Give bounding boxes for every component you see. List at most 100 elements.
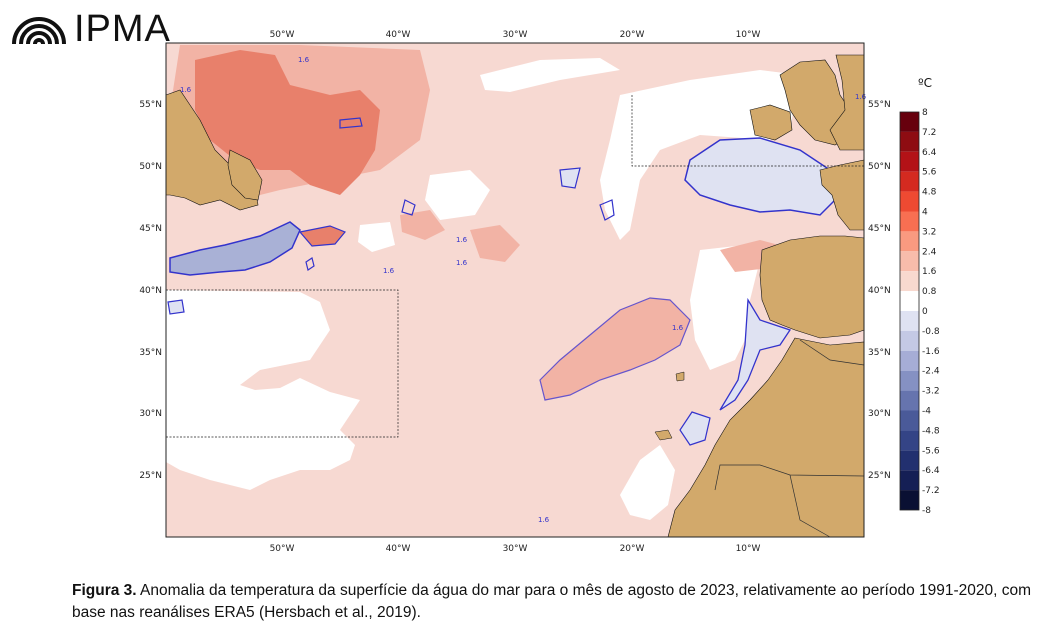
land-france	[819, 159, 865, 231]
lat-label: 45°N	[868, 224, 891, 234]
lat-label: 45°N	[139, 224, 162, 234]
colorbar-swatch	[900, 271, 919, 292]
colorbar-label: 8	[922, 108, 928, 118]
africa-border-2	[789, 474, 831, 538]
colorbar-swatch	[900, 490, 919, 510]
lon-label: 50°W	[270, 30, 295, 40]
lat-label: 25°N	[868, 471, 891, 481]
contour-labels: 1.6 1.6 1.6 1.6 1.6 1.6 1.6 1.6	[180, 56, 867, 524]
land-iberia	[759, 235, 865, 339]
colorbar-swatch	[900, 430, 919, 451]
contour-line	[339, 117, 363, 129]
contour-label: 1.6	[383, 267, 395, 275]
cool-region-bay-of-biscay	[684, 137, 841, 216]
colorbar-label: -4	[922, 407, 931, 417]
neutral-region-iberia-coast	[690, 245, 760, 370]
lon-label: 50°W	[270, 544, 295, 554]
colorbar-swatch	[900, 390, 919, 411]
lat-label: 35°N	[139, 348, 162, 358]
lat-label: 50°N	[868, 162, 891, 172]
colorbar-label: -3.2	[922, 387, 940, 397]
colorbar-label: 0.8	[922, 287, 937, 297]
contour-label: 1.6	[456, 236, 468, 244]
colorbar-swatch	[900, 350, 919, 371]
figure-caption: Figura 3. Anomalia da temperatura da sup…	[72, 580, 1032, 624]
contour-line	[401, 199, 416, 216]
colorbar-swatch	[900, 251, 919, 272]
caption-text: Anomalia da temperatura da superfície da…	[72, 582, 1032, 621]
land-ireland	[749, 104, 793, 141]
colorbar-swatch	[900, 330, 919, 351]
colorbar-label: 3.2	[922, 227, 936, 237]
cool-region-canary-coast	[719, 297, 792, 411]
ipma-arcs-icon	[12, 17, 66, 45]
colorbar-swatch	[900, 131, 919, 152]
lon-label: 30°W	[503, 30, 528, 40]
colorbar-label: 0	[922, 307, 928, 317]
lon-label: 40°W	[386, 544, 411, 554]
land-madeira	[675, 371, 685, 382]
lon-label: 10°W	[736, 30, 761, 40]
lat-label: 55°N	[139, 100, 162, 110]
lat-label: 40°N	[868, 286, 891, 296]
logo-text: IPMA	[74, 8, 171, 50]
warm-region-medium-south	[539, 297, 691, 401]
colorbar-label: -7.2	[922, 486, 940, 496]
map-frame	[165, 42, 865, 538]
colorbar-label: -1.6	[922, 347, 940, 357]
zone-border-northeast	[631, 95, 864, 167]
cool-region-newfoundland	[169, 221, 301, 276]
lon-label: 10°W	[736, 544, 761, 554]
lat-labels-right: 55°N 50°N 45°N 40°N 35°N 30°N 25°N	[868, 100, 891, 481]
warm-region-strong-newfoundland	[298, 225, 346, 247]
lat-labels-left: 55°N 50°N 45°N 40°N 35°N 30°N 25°N	[139, 100, 162, 481]
colorbar-label: 7.2	[922, 128, 936, 138]
contour-label: 1.6	[538, 516, 550, 524]
warm-region-medium-center	[470, 225, 520, 262]
lon-label: 20°W	[620, 544, 645, 554]
colorbar-label: 4	[922, 208, 928, 218]
ipma-logo: IPMA	[10, 8, 171, 50]
colorbar-label: 4.8	[922, 188, 937, 198]
colorbar-swatch	[900, 470, 919, 491]
warm-region-medium-center-2	[400, 210, 445, 240]
neutral-region-mid	[480, 58, 620, 92]
lat-label: 30°N	[868, 409, 891, 419]
contour-lines	[305, 117, 615, 271]
lon-labels-top: 50°W 40°W 30°W 20°W 10°W	[270, 30, 761, 40]
colorbar-swatch	[900, 450, 919, 471]
contour-line	[305, 257, 315, 271]
neutral-region-west	[166, 290, 360, 490]
lat-label: 50°N	[139, 162, 162, 172]
contour-line	[599, 199, 615, 221]
colorbar-label: -0.8	[922, 327, 940, 337]
africa-border-3	[799, 339, 865, 366]
cool-region-morocco	[679, 411, 711, 446]
colorbar-label: 6.4	[922, 148, 937, 158]
caption-label: Figura 3.	[72, 582, 137, 599]
lat-label: 25°N	[139, 471, 162, 481]
colorbar-frame	[899, 111, 920, 511]
colorbar: 8 7.2 6.4 5.6 4.8 4 3.2 2.4 1.6 0.8 0 -0.8 -1.6 -2.4 -…	[899, 108, 940, 516]
colorbar-label: -6.4	[922, 466, 940, 476]
colorbar-unit: ºC	[918, 76, 932, 90]
lon-label: 40°W	[386, 30, 411, 40]
lon-label: 30°W	[503, 544, 528, 554]
neutral-region-center	[425, 170, 490, 220]
colorbar-swatch	[900, 231, 919, 252]
lat-label: 35°N	[868, 348, 891, 358]
colorbar-swatch	[900, 291, 919, 311]
colorbar-label: 1.6	[922, 267, 937, 277]
land-newfoundland	[227, 149, 263, 201]
colorbar-swatch	[900, 410, 919, 431]
colorbar-label: 2.4	[922, 247, 937, 257]
lat-label: 40°N	[139, 286, 162, 296]
land	[165, 54, 865, 538]
contour-label: 1.6	[180, 86, 192, 94]
land-canaries	[654, 429, 673, 441]
cool-region-north	[559, 167, 581, 189]
neutral-region-small	[358, 222, 395, 252]
colorbar-swatch	[900, 191, 919, 212]
colorbar-swatch	[900, 171, 919, 192]
